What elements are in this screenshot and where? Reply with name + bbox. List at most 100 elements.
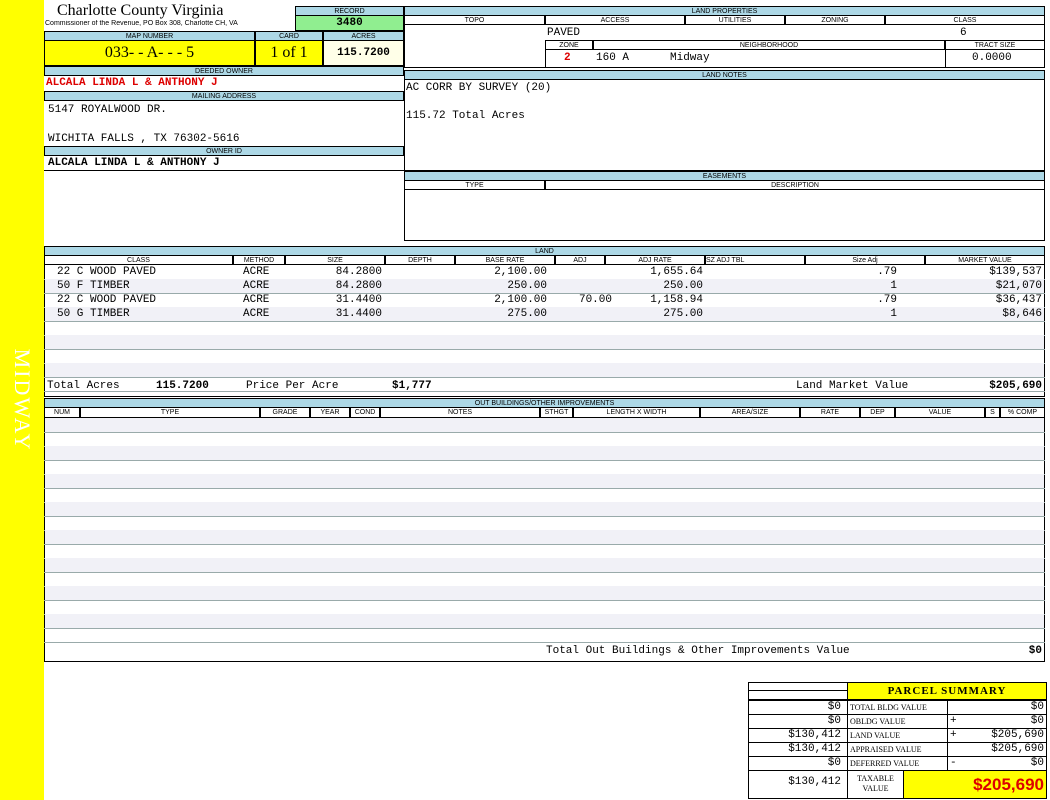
land-header: METHOD xyxy=(233,255,285,265)
price-per-acre-label: Price Per Acre xyxy=(246,380,339,392)
land-property-header: TOPO xyxy=(404,15,545,25)
rule xyxy=(44,391,1045,392)
deeded-owner: ALCALA LINDA L & ANTHONY J xyxy=(46,77,218,89)
land-cell: ACRE xyxy=(243,308,270,320)
land-header: BASE RATE xyxy=(455,255,555,265)
outbuilding-header: % COMP xyxy=(1000,407,1045,418)
row-band xyxy=(45,474,1044,488)
summary-op: + xyxy=(950,715,957,727)
prior-value: $0 xyxy=(748,700,848,715)
row-band xyxy=(45,446,1044,460)
outbuilding-header: NUM xyxy=(44,407,80,418)
land-cell: $36,437 xyxy=(995,294,1042,306)
map-number: 033- - A- - - 5 xyxy=(44,40,255,66)
land-header: SIZE xyxy=(285,255,385,265)
rule xyxy=(44,628,1045,629)
prior-value: $0 xyxy=(748,756,848,771)
land-cell: 22 C WOOD PAVED xyxy=(57,294,157,306)
land-cell: 275.00 xyxy=(663,308,703,320)
card-value: 1 of 1 xyxy=(255,40,323,66)
land-property-header: ACCESS xyxy=(545,15,685,25)
neighborhood: Midway xyxy=(670,52,710,64)
summary-value: $0 xyxy=(947,756,1047,771)
prior-value: $130,412 xyxy=(748,728,848,743)
outbuilding-header: AREA/SIZE xyxy=(700,407,800,418)
land-cell: 1 xyxy=(890,308,897,320)
parcel-summary-title: PARCEL SUMMARY xyxy=(847,682,1047,700)
outbuilding-header: LENGTH X WIDTH xyxy=(573,407,700,418)
land-header: CLASS xyxy=(44,255,233,265)
access: PAVED xyxy=(547,27,581,39)
land-header: Size Adj xyxy=(805,255,925,265)
easement-header: TYPE xyxy=(404,180,545,190)
zone: 2 xyxy=(564,52,571,64)
prior-value: $130,412 xyxy=(748,742,848,757)
record-value: 3480 xyxy=(295,15,404,31)
land-cell: 1,158.94 xyxy=(650,294,703,306)
row-band xyxy=(45,279,1044,293)
summary-label: DEFERRED VALUE xyxy=(847,756,948,771)
rule xyxy=(44,349,1045,350)
land-market-value-label: Land Market Value xyxy=(796,380,909,392)
owner-id: ALCALA LINDA L & ANTHONY J xyxy=(48,157,220,169)
rule xyxy=(44,432,1045,433)
tract-size: 0.0000 xyxy=(972,52,1012,64)
land-cell: $8,646 xyxy=(1002,308,1042,320)
side-label: MIDWAY xyxy=(10,348,35,452)
summary-blank xyxy=(748,682,848,700)
land-cell: 1 xyxy=(890,280,897,292)
rule xyxy=(44,321,1045,322)
land-cell: 2,100.00 xyxy=(494,266,547,278)
summary-op: - xyxy=(950,757,957,769)
taxable-prior: $130,412 xyxy=(748,770,848,799)
owner-id-label: OWNER ID xyxy=(44,146,404,156)
rule xyxy=(44,516,1045,517)
row-band xyxy=(45,530,1044,544)
outbuilding-header: GRADE xyxy=(260,407,310,418)
note-line: 115.72 Total Acres xyxy=(406,110,525,122)
neighborhood-code: 160 A xyxy=(596,52,630,64)
outbuilding-header: YEAR xyxy=(310,407,350,418)
outbuilding-header: S xyxy=(985,407,1000,418)
mailing-address-label: MAILING ADDRESS xyxy=(44,91,404,101)
rule xyxy=(44,460,1045,461)
total-acres: 115.7200 xyxy=(156,380,209,392)
summary-op: + xyxy=(950,729,957,741)
rule xyxy=(44,488,1045,489)
outbuilding-header: COND xyxy=(350,407,380,418)
land-cell: 70.00 xyxy=(578,294,612,306)
row-band xyxy=(45,586,1044,600)
summary-label: APPRAISED VALUE xyxy=(847,742,948,757)
land-cell: 250.00 xyxy=(507,280,547,292)
land-cell: 1,655.64 xyxy=(650,266,703,278)
land-cell: ACRE xyxy=(243,294,270,306)
rule xyxy=(545,49,546,68)
outbuilding-header: STHGT xyxy=(540,407,573,418)
land-cell: 275.00 xyxy=(507,308,547,320)
land-cell: 22 C WOOD PAVED xyxy=(57,266,157,278)
outbuilding-header: TYPE xyxy=(80,407,260,418)
neighborhood-label: NEIGHBORHOOD xyxy=(593,40,945,50)
summary-label: TOTAL BLDG VALUE xyxy=(847,700,948,715)
land-cell: 31.4400 xyxy=(335,294,382,306)
rule xyxy=(748,690,848,691)
land-header: DEPTH xyxy=(385,255,455,265)
tract-size-label: TRACT SIZE xyxy=(945,40,1045,50)
outbuilding-header: VALUE xyxy=(895,407,985,418)
summary-value: $0 xyxy=(947,714,1047,729)
outbuildings-total: $0 xyxy=(1028,645,1042,657)
taxable-value: $205,690 xyxy=(903,770,1047,799)
land-cell: ACRE xyxy=(243,280,270,292)
land-header: ADJ xyxy=(555,255,605,265)
land-cell: .79 xyxy=(877,294,897,306)
land-cell: .79 xyxy=(877,266,897,278)
land-cell: $139,537 xyxy=(989,266,1042,278)
land-cell: 2,100.00 xyxy=(494,294,547,306)
land-market-value: $205,690 xyxy=(989,380,1042,392)
land-header: ADJ RATE xyxy=(605,255,705,265)
address-line: WICHITA FALLS , TX 76302-5616 xyxy=(48,133,240,145)
rule xyxy=(44,544,1045,545)
row-band xyxy=(45,307,1044,321)
land-property-header: CLASS xyxy=(885,15,1045,25)
